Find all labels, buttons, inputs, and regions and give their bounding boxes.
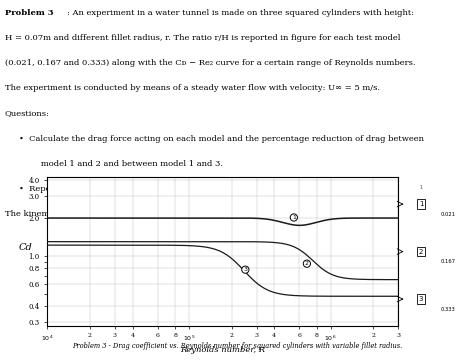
Text: (0.021, 0.167 and 0.333) along with the Cᴅ − Re₂ curve for a certain range of Re: (0.021, 0.167 and 0.333) along with the …	[5, 59, 415, 67]
Text: : An experiment in a water tunnel is made on three squared cylinders with height: : An experiment in a water tunnel is mad…	[67, 9, 415, 17]
Text: Questions:: Questions:	[5, 109, 50, 117]
Text: 1: 1	[292, 215, 296, 220]
Text: The experiment is conducted by means of a steady water flow with velocity: U∞ = : The experiment is conducted by means of …	[5, 84, 380, 92]
Text: 0.167: 0.167	[441, 260, 456, 265]
Text: The kinematic viscosity of water is: ν = 1.786 · 10⁻⁶m²/s.: The kinematic viscosity of water is: ν =…	[5, 210, 245, 218]
Text: •  Calculate the drag force acting on each model and the percentage reduction of: • Calculate the drag force acting on eac…	[18, 135, 424, 143]
Text: 2: 2	[419, 249, 423, 254]
Text: 0.021: 0.021	[441, 212, 456, 217]
Text: model 1 and 2 and between model 1 and 3.: model 1 and 2 and between model 1 and 3.	[33, 160, 223, 168]
Text: H = 0.07m and different fillet radius, r. The ratio r/H is reported in figure fo: H = 0.07m and different fillet radius, r…	[5, 34, 400, 42]
Text: •  Repeat the calculations for H = 0.18m and U∞ = 10 m/s.: • Repeat the calculations for H = 0.18m …	[18, 185, 269, 193]
Text: 3: 3	[243, 267, 247, 272]
X-axis label: Reynolds number, R: Reynolds number, R	[180, 345, 265, 354]
Text: 2: 2	[305, 261, 309, 266]
Text: Problem 3 - Drag coefficient vs. Reynolds number for squared cylinders with vari: Problem 3 - Drag coefficient vs. Reynold…	[72, 342, 402, 350]
Text: 1: 1	[419, 185, 423, 190]
Text: 1: 1	[419, 201, 423, 207]
Text: 0.333: 0.333	[441, 307, 456, 312]
Y-axis label: Cd: Cd	[19, 243, 33, 252]
Text: Problem 3: Problem 3	[5, 9, 53, 17]
Text: 3: 3	[419, 296, 423, 302]
